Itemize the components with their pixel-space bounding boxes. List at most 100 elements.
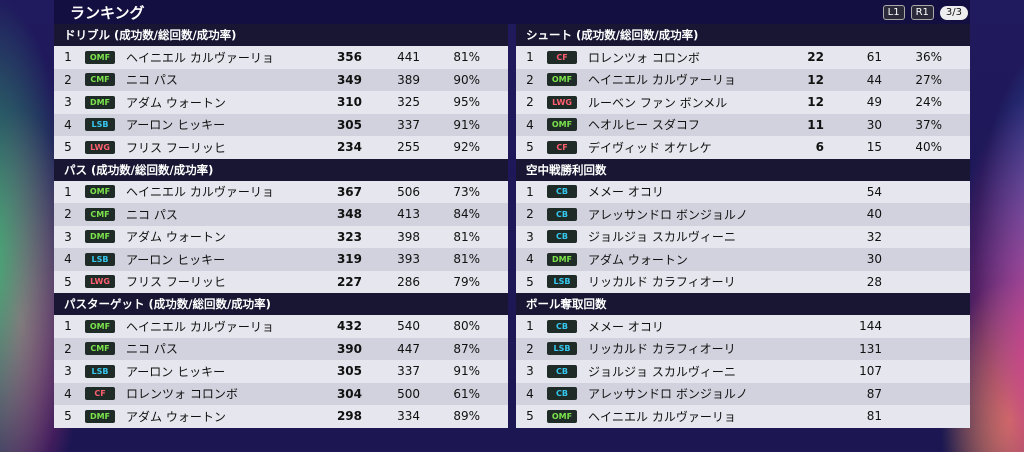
rank-number: 5 [64,409,72,424]
total-attempts: 325 [397,95,420,110]
total-attempts: 337 [397,364,420,379]
ranking-row[interactable]: 4 LSB アーロン ヒッキー 305 337 91% [54,113,508,136]
ranking-row[interactable]: 1 CB メメー オコリ 54 [516,180,970,203]
position-badge-wrap: CB [544,319,580,333]
player-name: アーロン ヒッキー [126,252,226,267]
ranking-row[interactable]: 2 LWG ルーベン ファン ボンメル 12 49 24% [516,91,970,114]
rank-number: 4 [64,386,72,401]
ranking-row[interactable]: 4 CF ロレンツォ コロンボ 304 500 61% [54,382,508,405]
ranking-row[interactable]: 2 LSB リッカルド カラフィオーリ 131 [516,337,970,360]
ranking-row[interactable]: 5 DMF アダム ウォートン 298 334 89% [54,405,508,428]
success-rate: 92% [453,140,480,155]
success-count: 6 [815,140,824,155]
player-name: ニコ パス [126,207,178,222]
hud-controls: L1 R1 3/3 [882,5,968,20]
l1-button[interactable]: L1 [882,5,905,20]
ranking-row[interactable]: 4 CB アレッサンドロ ボンジョルノ 87 [516,382,970,405]
total-attempts: 334 [397,409,420,424]
ranking-row[interactable]: 4 DMF アダム ウォートン 30 [516,248,970,271]
ranking-row[interactable]: 1 CB メメー オコリ 144 [516,315,970,338]
position-badge-wrap: LSB [544,275,580,289]
success-rate: 24% [915,95,942,110]
stat-count: 81 [866,409,882,424]
ranking-row[interactable]: 5 CF デイヴィッド オケレケ 6 15 40% [516,136,970,159]
ranking-row[interactable]: 3 CB ジョルジョ スカルヴィーニ 107 [516,360,970,383]
ranking-row[interactable]: 3 CB ジョルジョ スカルヴィーニ 32 [516,225,970,248]
ranking-row[interactable]: 5 LWG フリス フーリッヒ 234 255 92% [54,136,508,159]
ranking-row[interactable]: 1 OMF ヘイニエル カルヴァーリョ 432 540 80% [54,315,508,338]
position-badge: OMF [85,50,115,64]
success-count: 323 [336,229,362,244]
ranking-row[interactable]: 4 LSB アーロン ヒッキー 319 393 81% [54,248,508,271]
ranking-row[interactable]: 5 LSB リッカルド カラフィオーリ 28 [516,270,970,293]
section-shoot: シュート (成功数/総回数/成功率) 1 CF ロレンツォ コロンボ 22 61 36% 2 O… [516,24,970,159]
ranking-row[interactable]: 2 CMF ニコ パス 390 447 87% [54,337,508,360]
section-title: ボール奪取回数 [516,293,970,315]
position-badge: CB [547,230,577,244]
section-ball-recovery: ボール奪取回数 1 CB メメー オコリ 144 2 LSB リッカルド カラフィオーリ 131… [516,293,970,428]
total-attempts: 15 [866,140,882,155]
position-badge-wrap: OMF [544,73,580,87]
player-name: ニコ パス [126,73,178,88]
success-count: 22 [807,50,824,65]
ranking-row[interactable]: 2 CMF ニコ パス 349 389 90% [54,68,508,91]
position-badge-wrap: LSB [82,364,118,378]
player-name: アダム ウォートン [126,409,226,424]
position-badge: CB [547,207,577,221]
position-badge: CMF [85,207,115,221]
position-badge-wrap: DMF [82,230,118,244]
position-badge-wrap: OMF [82,185,118,199]
player-name: アダム ウォートン [126,230,226,245]
section-pass-target: パスターゲット (成功数/総回数/成功率) 1 OMF ヘイニエル カルヴァーリョ 43… [54,293,508,428]
rank-number: 3 [526,364,534,379]
player-name: ジョルジョ スカルヴィーニ [588,230,736,245]
rank-number: 2 [526,207,534,222]
player-name: ヘイニエル カルヴァーリョ [126,50,274,65]
success-count: 348 [336,207,362,222]
success-count: 310 [336,95,362,110]
rank-number: 2 [526,95,534,110]
total-attempts: 441 [397,50,420,65]
position-badge-wrap: CF [82,387,118,401]
position-badge: OMF [547,73,577,87]
rank-number: 5 [526,140,534,155]
rank-number: 4 [64,252,72,267]
ranking-row[interactable]: 1 OMF ヘイニエル カルヴァーリョ 367 506 73% [54,180,508,203]
success-count: 227 [336,274,362,289]
ranking-row[interactable]: 1 OMF ヘイニエル カルヴァーリョ 356 441 81% [54,46,508,69]
ranking-row[interactable]: 3 DMF アダム ウォートン 323 398 81% [54,225,508,248]
ranking-row[interactable]: 3 LSB アーロン ヒッキー 305 337 91% [54,360,508,383]
success-rate: 89% [453,409,480,424]
ranking-row[interactable]: 2 CMF ニコ パス 348 413 84% [54,203,508,226]
ranking-row[interactable]: 2 CB アレッサンドロ ボンジョルノ 40 [516,203,970,226]
total-attempts: 447 [397,341,420,356]
total-attempts: 398 [397,229,420,244]
ranking-row[interactable]: 4 OMF ヘオルヒー スダコフ 11 30 37% [516,113,970,136]
ranking-row[interactable]: 3 DMF アダム ウォートン 310 325 95% [54,91,508,114]
player-name: フリス フーリッヒ [126,140,226,155]
player-name: リッカルド カラフィオーリ [588,342,736,357]
position-badge: DMF [85,409,115,423]
position-badge-wrap: OMF [82,319,118,333]
ranking-row[interactable]: 5 OMF ヘイニエル カルヴァーリョ 81 [516,405,970,428]
ranking-row[interactable]: 5 LWG フリス フーリッヒ 227 286 79% [54,270,508,293]
player-name: ヘオルヒー スダコフ [588,118,700,133]
position-badge: CB [547,364,577,378]
ranking-row[interactable]: 1 CF ロレンツォ コロンボ 22 61 36% [516,46,970,69]
position-badge-wrap: DMF [82,95,118,109]
success-rate: 90% [453,72,480,87]
ranking-row[interactable]: 2 OMF ヘイニエル カルヴァーリョ 12 44 27% [516,68,970,91]
success-rate: 80% [453,319,480,334]
player-name: ロレンツォ コロンボ [588,50,700,65]
success-rate: 81% [453,252,480,267]
player-name: ヘイニエル カルヴァーリョ [588,409,736,424]
player-name: ジョルジョ スカルヴィーニ [588,364,736,379]
rank-number: 2 [526,72,534,87]
screen-title: ランキング [70,4,145,22]
position-badge-wrap: OMF [544,409,580,423]
rank-number: 3 [64,95,72,110]
r1-button[interactable]: R1 [910,5,934,20]
position-badge: LWG [85,140,115,154]
position-badge-wrap: CB [544,364,580,378]
success-count: 367 [336,184,362,199]
